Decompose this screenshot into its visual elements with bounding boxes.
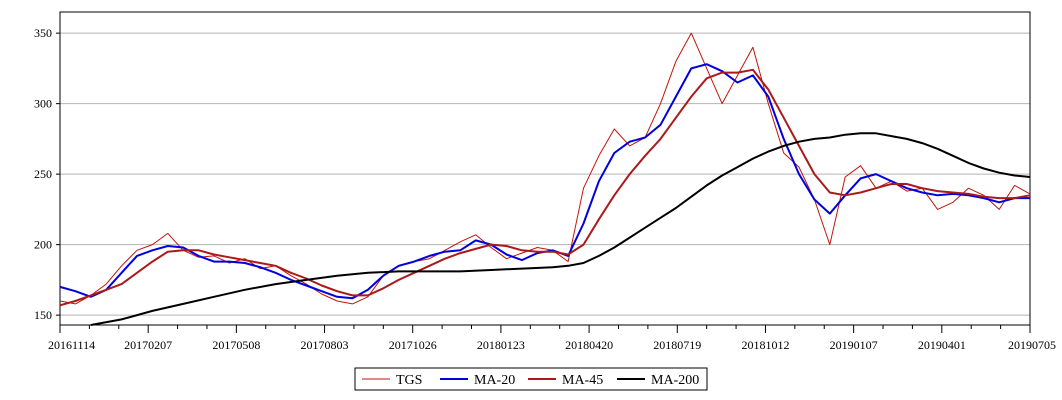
y-tick-label: 150 xyxy=(34,308,52,322)
series-line-tgs xyxy=(59,32,1031,305)
axes xyxy=(59,11,1031,326)
x-tick-label: 20180420 xyxy=(565,338,613,352)
x-tick-label: 20180719 xyxy=(653,338,701,352)
x-tick-label: 20190401 xyxy=(918,338,966,352)
x-tick-label: 20190705 xyxy=(1008,338,1056,352)
grid xyxy=(60,32,1030,316)
x-tick-label: 20190107 xyxy=(830,338,878,352)
y-tick-label: 250 xyxy=(34,167,52,181)
legend-label: TGS xyxy=(396,373,422,388)
series-line-ma-20 xyxy=(59,63,1030,300)
series-line-ma-45 xyxy=(59,68,1031,307)
legend-label: MA-200 xyxy=(651,373,699,388)
x-tick-label: 20170508 xyxy=(212,338,260,352)
x-axis-ticks: 20161114 20170207 20170508 20170803 20171026… xyxy=(48,325,1056,352)
y-axis-ticks: 150 200 250 300 350 xyxy=(34,26,60,322)
x-tick-label: 20180123 xyxy=(477,338,525,352)
series-line-ma-200 xyxy=(90,132,1031,326)
x-tick-label: 20171026 xyxy=(389,338,437,352)
x-tick-label: 20181012 xyxy=(741,338,789,352)
series-lines xyxy=(59,32,1031,326)
plot-frame xyxy=(59,11,1031,326)
legend-label: MA-20 xyxy=(474,373,515,388)
legend: TGS MA-20 MA-45 MA-200 xyxy=(354,367,708,391)
y-tick-label: 350 xyxy=(34,26,52,40)
y-tick-label: 300 xyxy=(34,97,52,111)
legend-label: MA-45 xyxy=(562,373,603,388)
y-tick-label: 200 xyxy=(34,238,52,252)
x-tick-label: 20170207 xyxy=(124,338,172,352)
x-tick-label: 20170803 xyxy=(301,338,349,352)
x-tick-label: 20161114 xyxy=(48,338,95,352)
